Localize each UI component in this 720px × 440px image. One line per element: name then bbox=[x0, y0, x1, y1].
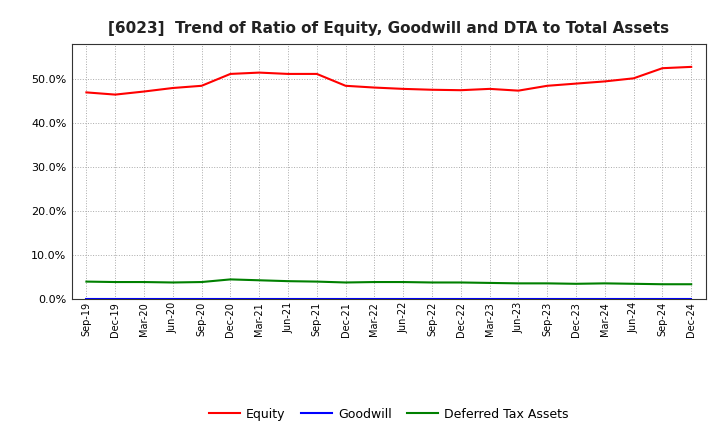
Deferred Tax Assets bbox=[456, 280, 465, 285]
Deferred Tax Assets bbox=[399, 279, 408, 285]
Goodwill bbox=[399, 297, 408, 302]
Goodwill bbox=[226, 297, 235, 302]
Deferred Tax Assets bbox=[284, 279, 292, 284]
Goodwill bbox=[370, 297, 379, 302]
Goodwill bbox=[485, 297, 494, 302]
Equity bbox=[543, 83, 552, 88]
Line: Deferred Tax Assets: Deferred Tax Assets bbox=[86, 279, 691, 284]
Equity bbox=[572, 81, 580, 86]
Goodwill bbox=[111, 297, 120, 302]
Deferred Tax Assets bbox=[428, 280, 436, 285]
Equity bbox=[255, 70, 264, 75]
Goodwill bbox=[658, 297, 667, 302]
Equity bbox=[111, 92, 120, 97]
Deferred Tax Assets bbox=[629, 281, 638, 286]
Deferred Tax Assets bbox=[312, 279, 321, 284]
Deferred Tax Assets bbox=[255, 278, 264, 283]
Equity bbox=[629, 76, 638, 81]
Goodwill bbox=[572, 297, 580, 302]
Equity bbox=[140, 89, 148, 94]
Goodwill bbox=[255, 297, 264, 302]
Goodwill bbox=[514, 297, 523, 302]
Deferred Tax Assets bbox=[543, 281, 552, 286]
Equity bbox=[485, 86, 494, 92]
Line: Equity: Equity bbox=[86, 67, 691, 95]
Legend: Equity, Goodwill, Deferred Tax Assets: Equity, Goodwill, Deferred Tax Assets bbox=[204, 403, 574, 425]
Equity bbox=[658, 66, 667, 71]
Deferred Tax Assets bbox=[600, 281, 609, 286]
Goodwill bbox=[284, 297, 292, 302]
Goodwill bbox=[456, 297, 465, 302]
Equity bbox=[456, 88, 465, 93]
Goodwill bbox=[629, 297, 638, 302]
Goodwill bbox=[687, 297, 696, 302]
Equity bbox=[312, 71, 321, 77]
Goodwill bbox=[600, 297, 609, 302]
Deferred Tax Assets bbox=[370, 279, 379, 285]
Deferred Tax Assets bbox=[572, 281, 580, 286]
Goodwill bbox=[168, 297, 177, 302]
Equity bbox=[428, 87, 436, 92]
Deferred Tax Assets bbox=[140, 279, 148, 285]
Goodwill bbox=[197, 297, 206, 302]
Goodwill bbox=[82, 297, 91, 302]
Goodwill bbox=[140, 297, 148, 302]
Goodwill bbox=[428, 297, 436, 302]
Deferred Tax Assets bbox=[168, 280, 177, 285]
Deferred Tax Assets bbox=[111, 279, 120, 285]
Equity bbox=[284, 71, 292, 77]
Equity bbox=[226, 71, 235, 77]
Title: [6023]  Trend of Ratio of Equity, Goodwill and DTA to Total Assets: [6023] Trend of Ratio of Equity, Goodwil… bbox=[108, 21, 670, 36]
Deferred Tax Assets bbox=[485, 280, 494, 286]
Deferred Tax Assets bbox=[197, 279, 206, 285]
Goodwill bbox=[543, 297, 552, 302]
Deferred Tax Assets bbox=[658, 282, 667, 287]
Deferred Tax Assets bbox=[226, 277, 235, 282]
Equity bbox=[370, 85, 379, 90]
Equity bbox=[514, 88, 523, 93]
Equity bbox=[600, 79, 609, 84]
Equity bbox=[82, 90, 91, 95]
Deferred Tax Assets bbox=[514, 281, 523, 286]
Equity bbox=[687, 64, 696, 70]
Deferred Tax Assets bbox=[341, 280, 350, 285]
Equity bbox=[399, 86, 408, 92]
Goodwill bbox=[312, 297, 321, 302]
Equity bbox=[197, 83, 206, 88]
Deferred Tax Assets bbox=[687, 282, 696, 287]
Equity bbox=[168, 85, 177, 91]
Goodwill bbox=[341, 297, 350, 302]
Equity bbox=[341, 83, 350, 88]
Deferred Tax Assets bbox=[82, 279, 91, 284]
